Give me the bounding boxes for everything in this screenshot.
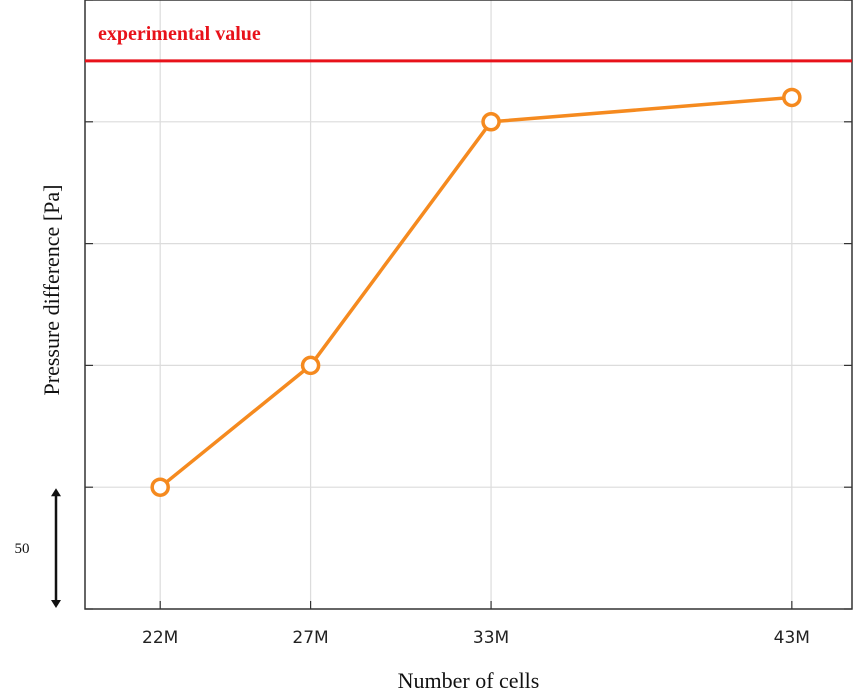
data-point (150, 477, 170, 497)
x-axis-title: Number of cells (398, 668, 540, 693)
scale-bar-label: 50 (15, 541, 30, 557)
x-gridlines (159, 0, 793, 609)
x-tick-label: 33M (473, 628, 509, 648)
x-tick-label: 22M (142, 628, 178, 648)
data-point (782, 87, 802, 108)
data-points (150, 87, 802, 497)
plot-frame (84, 0, 853, 610)
x-tick-label: 43M (774, 628, 810, 648)
experimental-value-label: experimental value (98, 23, 261, 45)
axis-ticks (85, 0, 852, 610)
scale-bar: 50 (15, 488, 61, 608)
scale-bar-arrow-up-icon (51, 488, 61, 497)
x-tick-label: 27M (292, 628, 328, 648)
series-line (159, 95, 792, 489)
reference-line-group: experimental value (85, 23, 852, 63)
data-point (481, 112, 501, 132)
x-tick-labels: 22M 27M 33M 43M (142, 628, 810, 648)
data-point (300, 355, 321, 376)
scale-bar-arrow-down-icon (51, 600, 61, 608)
y-axis-title: Pressure difference [Pa] (39, 185, 64, 396)
y-gridlines (85, 121, 852, 488)
